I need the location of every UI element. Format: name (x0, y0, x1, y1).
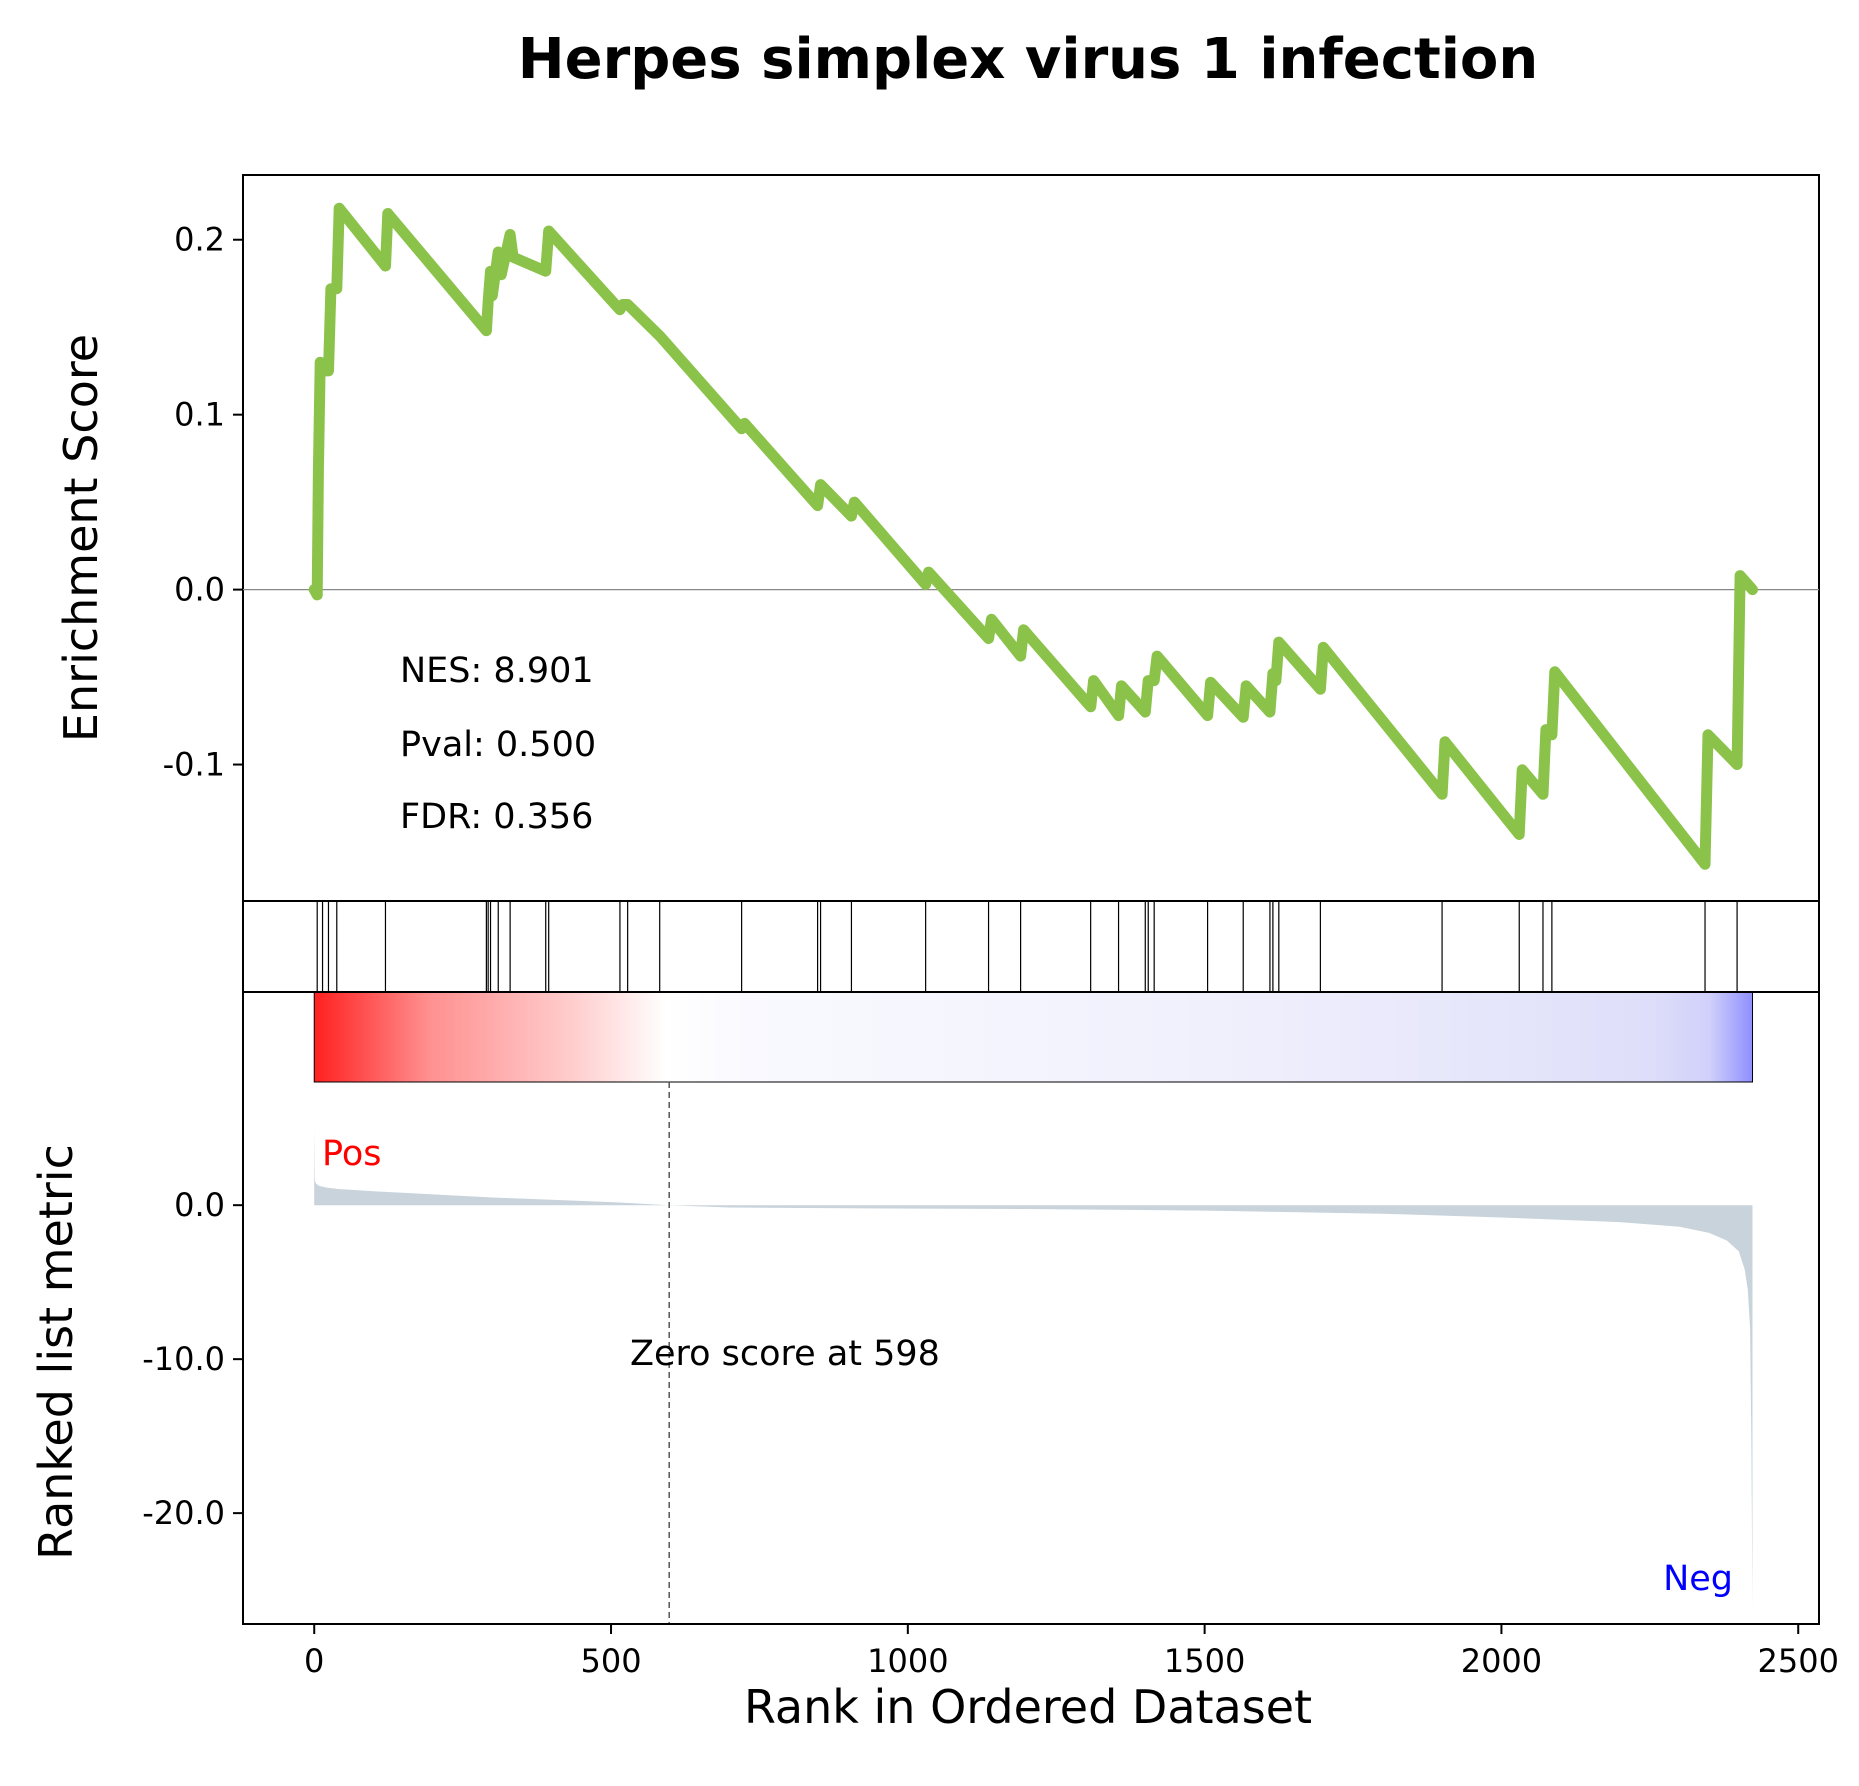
metric-ytick-label: -10.0 (142, 1340, 225, 1378)
metric-ytick-label: 0.0 (174, 1186, 225, 1224)
zero-score-label: Zero score at 598 (630, 1334, 940, 1374)
lower-panel-frame (242, 991, 1820, 1625)
xtick-label: 1000 (867, 1642, 948, 1680)
xtick-label: 1500 (1164, 1642, 1245, 1680)
pos-label: Pos (322, 1134, 382, 1174)
xtick-label: 2500 (1758, 1642, 1839, 1680)
es-curve (308, 202, 1758, 870)
xtick-label: 500 (580, 1642, 641, 1680)
metric-panel: Zero score at 598 Pos Neg 0.0-10.0-20.0 … (29, 991, 1839, 1734)
metric-area (314, 1128, 1753, 1609)
stat-fdr: FDR: 0.356 (400, 797, 593, 837)
es-ytick-label: 0.1 (174, 396, 225, 434)
xlabel: Rank in Ordered Dataset (744, 1680, 1312, 1734)
metric-ytick-label: -20.0 (142, 1494, 225, 1532)
es-ylabel: Enrichment Score (54, 334, 108, 742)
es-ytick-label: -0.1 (163, 746, 225, 784)
stat-pval: Pval: 0.500 (400, 725, 596, 765)
es-ytick-label: 0.2 (174, 221, 225, 259)
es-ytick-label: 0.0 (174, 571, 225, 609)
es-panel-frame (242, 174, 1820, 902)
hits-panel (242, 900, 1820, 993)
chart-title: Herpes simplex virus 1 infection (518, 27, 1539, 92)
hits-panel-frame (242, 900, 1820, 993)
heatmap-panel (313, 991, 1754, 1083)
neg-label: Neg (1663, 1559, 1733, 1599)
heatmap-bar (313, 991, 1754, 1083)
xtick-label: 0 (304, 1642, 324, 1680)
xtick-label: 2000 (1461, 1642, 1542, 1680)
stat-nes: NES: 8.901 (400, 651, 594, 691)
metric-ylabel: Ranked list metric (29, 1144, 83, 1560)
es-panel: 0.2 0.1 0.0 -0.1 NES: 8.901 Pval: 0.500 FDR… (54, 174, 1820, 902)
